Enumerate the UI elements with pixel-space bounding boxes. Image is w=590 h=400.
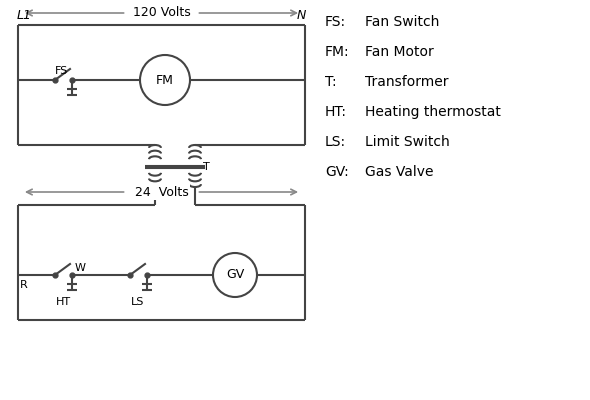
Text: HT:: HT:	[325, 105, 347, 119]
Text: T:: T:	[325, 75, 337, 89]
Text: Limit Switch: Limit Switch	[365, 135, 450, 149]
Text: Heating thermostat: Heating thermostat	[365, 105, 501, 119]
Text: FS: FS	[55, 66, 68, 76]
Text: W: W	[75, 263, 86, 273]
Text: N: N	[297, 9, 306, 22]
Text: L1: L1	[17, 9, 32, 22]
Text: Fan Switch: Fan Switch	[365, 15, 440, 29]
Text: GV: GV	[226, 268, 244, 282]
Text: Fan Motor: Fan Motor	[365, 45, 434, 59]
Text: FM: FM	[156, 74, 174, 86]
Text: Gas Valve: Gas Valve	[365, 165, 434, 179]
Text: Transformer: Transformer	[365, 75, 448, 89]
Text: R: R	[20, 280, 28, 290]
Text: HT: HT	[55, 297, 71, 307]
Text: GV:: GV:	[325, 165, 349, 179]
Text: LS: LS	[132, 297, 145, 307]
Text: LS:: LS:	[325, 135, 346, 149]
Text: 120 Volts: 120 Volts	[133, 6, 191, 20]
Text: FM:: FM:	[325, 45, 350, 59]
Text: FS:: FS:	[325, 15, 346, 29]
Text: 24  Volts: 24 Volts	[135, 186, 188, 198]
Text: T: T	[203, 162, 210, 172]
